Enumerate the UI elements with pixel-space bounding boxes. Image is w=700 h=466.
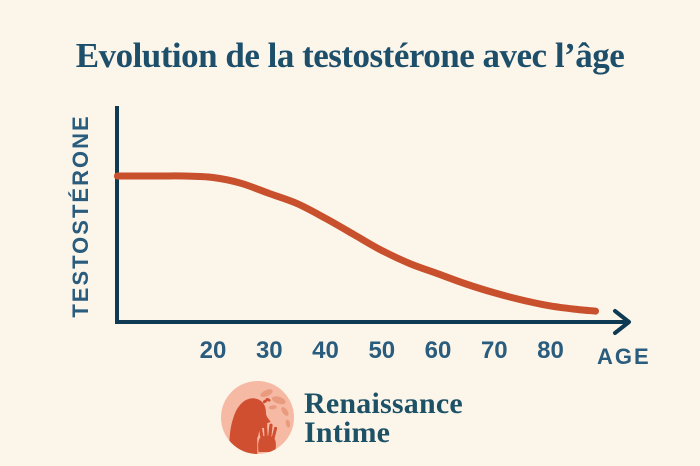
logo-text-line2: Intime <box>304 415 391 449</box>
x-tick-label: 20 <box>200 337 227 364</box>
x-tick-label: 50 <box>368 337 395 364</box>
brand-logo: Renaissance Intime <box>221 381 463 454</box>
logo-wordmark: Renaissance Intime <box>304 386 463 449</box>
logo-person-hand-icon <box>221 381 294 454</box>
x-axis-label: AGE <box>597 344 651 369</box>
logo-text-line1: Renaissance <box>304 386 463 420</box>
x-axis-arrowhead-icon <box>613 309 631 335</box>
x-tick-label: 40 <box>312 337 339 364</box>
x-tick-label: 30 <box>256 337 283 364</box>
x-tick-label: 60 <box>425 337 452 364</box>
testosterone-curve <box>113 172 599 315</box>
x-tick-label: 80 <box>537 337 564 364</box>
page-title: Evolution de la testostérone avec l’âge <box>75 36 625 75</box>
x-tick-label: 70 <box>481 337 508 364</box>
y-axis-label: TESTOSTÉRONE <box>68 114 93 317</box>
x-axis-tick-labels: 20 30 40 50 60 70 80 <box>200 337 564 364</box>
